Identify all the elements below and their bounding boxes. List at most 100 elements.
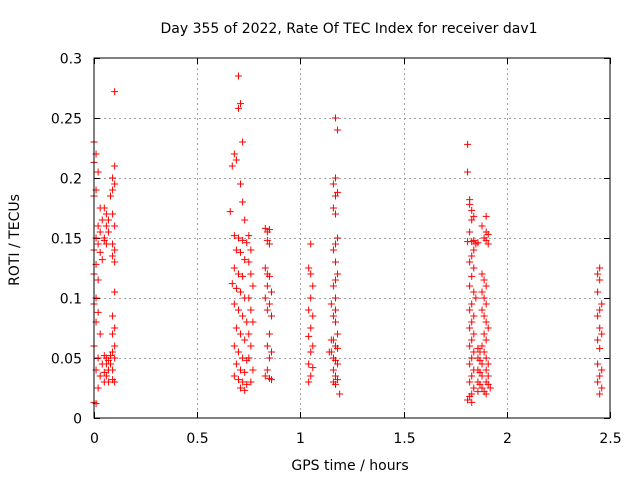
data-point	[331, 192, 339, 200]
data-point	[482, 354, 490, 362]
data-point	[480, 312, 488, 320]
data-point	[109, 330, 117, 338]
data-point	[466, 324, 474, 332]
grid-lines	[94, 58, 610, 418]
y-tick-label: 0.05	[51, 352, 82, 368]
data-point	[470, 246, 478, 254]
data-point	[245, 258, 253, 266]
data-point	[331, 258, 339, 266]
data-point	[478, 270, 486, 278]
data-point	[307, 324, 315, 332]
data-point	[261, 224, 269, 232]
data-point	[484, 360, 492, 368]
data-point	[239, 198, 247, 206]
data-point	[261, 264, 269, 272]
data-point	[468, 336, 476, 344]
data-point	[239, 272, 247, 280]
data-point	[478, 384, 486, 392]
data-point	[109, 174, 117, 182]
data-point	[111, 324, 119, 332]
data-point	[482, 366, 490, 374]
data-point	[245, 294, 253, 302]
data-point	[596, 390, 604, 398]
data-point	[261, 294, 269, 302]
data-point	[247, 270, 255, 278]
data-point	[480, 294, 488, 302]
data-point	[111, 88, 119, 96]
data-point	[482, 282, 490, 290]
data-point	[307, 348, 315, 356]
data-point	[309, 364, 317, 372]
data-point	[239, 138, 247, 146]
data-point	[239, 378, 247, 386]
data-point	[241, 368, 249, 376]
data-point	[245, 330, 253, 338]
data-point	[331, 114, 339, 122]
data-point	[478, 306, 486, 314]
data-point	[104, 356, 112, 364]
x-tick-label: 2.5	[599, 431, 621, 447]
x-tick-label: 2	[503, 431, 512, 447]
data-point	[111, 246, 119, 254]
y-tick-label: 0.25	[51, 112, 82, 128]
data-point	[468, 318, 476, 326]
data-point	[107, 360, 115, 368]
data-point	[100, 234, 108, 242]
tick-labels: 0 0.05 0.1 0.15 0.2 0.25 0.3 0 0.5 1 1.5 2 2.5	[51, 52, 622, 448]
data-point	[594, 360, 602, 368]
y-tick-label: 0	[73, 412, 82, 428]
plot-frame	[93, 57, 611, 419]
data-point	[480, 276, 488, 284]
data-point	[468, 300, 476, 308]
data-point	[482, 300, 490, 308]
data-point	[265, 300, 273, 308]
data-point	[472, 240, 480, 248]
data-point	[464, 168, 472, 176]
data-point	[466, 228, 474, 236]
data-point	[98, 256, 106, 264]
data-point	[466, 360, 474, 368]
data-point	[249, 366, 257, 374]
data-point	[331, 356, 339, 364]
data-point	[307, 240, 315, 248]
data-point	[470, 348, 478, 356]
data-point	[329, 282, 337, 290]
data-point	[331, 380, 339, 388]
data-point	[334, 126, 342, 134]
data-point	[263, 282, 271, 290]
data-point	[230, 342, 238, 350]
data-point	[102, 240, 110, 248]
y-tick-label: 0.1	[60, 292, 82, 308]
data-point	[104, 216, 112, 224]
data-point	[96, 372, 104, 380]
chart-title: Day 355 of 2022, Rate Of TEC Index for r…	[160, 21, 537, 37]
data-point	[305, 360, 313, 368]
data-point	[94, 168, 102, 176]
data-point	[109, 252, 117, 260]
data-point	[476, 368, 484, 376]
data-point	[334, 376, 342, 384]
data-point	[305, 264, 313, 272]
data-point	[234, 104, 242, 112]
data-point	[327, 300, 335, 308]
data-point	[263, 342, 271, 350]
data-point	[102, 372, 110, 380]
data-point	[234, 348, 242, 356]
data-point	[464, 396, 472, 404]
data-point	[111, 180, 119, 188]
data-point	[594, 288, 602, 296]
data-point	[249, 282, 257, 290]
data-point	[334, 234, 342, 242]
data-point	[241, 216, 249, 224]
data-point	[230, 232, 238, 240]
data-point	[474, 344, 482, 352]
data-point	[265, 226, 273, 234]
data-point	[111, 354, 119, 362]
x-axis-label: GPS time / hours	[291, 458, 408, 474]
data-point	[268, 288, 276, 296]
data-point	[261, 372, 269, 380]
data-point	[263, 236, 271, 244]
data-point	[234, 72, 242, 80]
data-point	[237, 366, 245, 374]
data-point	[232, 156, 240, 164]
